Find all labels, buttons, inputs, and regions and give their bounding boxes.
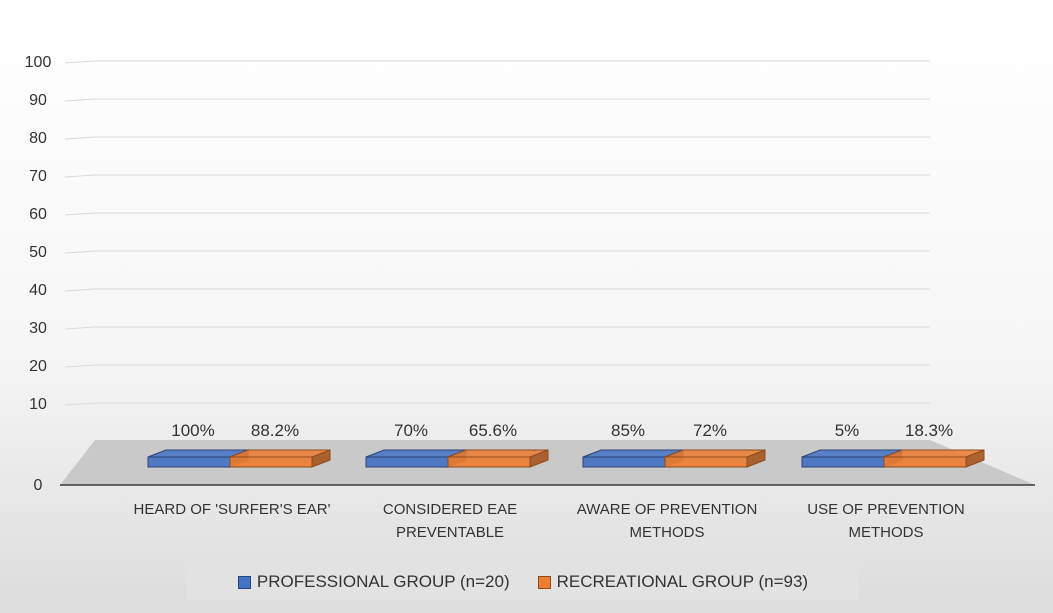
y-axis: 0 10 20 30 40 50 60 70 80 90 100 xyxy=(25,54,52,494)
legend: PROFESSIONAL GROUP (n=20) RECREATIONAL G… xyxy=(187,564,859,600)
data-label: 70% xyxy=(394,421,428,440)
bar-recreational-3 xyxy=(883,449,985,468)
gridline-side xyxy=(64,364,96,368)
bar-front xyxy=(365,456,449,468)
data-label: 88.2% xyxy=(251,421,299,440)
y-tick-label: 0 xyxy=(34,477,43,494)
gridline-side xyxy=(64,326,96,330)
y-tick-label: 90 xyxy=(29,92,47,109)
data-label: 5% xyxy=(835,421,860,440)
gridline-side xyxy=(64,288,96,292)
y-tick-label: 30 xyxy=(29,320,47,337)
category-label: HEARD OF 'SURFER'S EAR' xyxy=(134,501,331,518)
bar-recreational-2 xyxy=(664,449,766,468)
category-label: METHODS xyxy=(849,524,924,541)
category-label: AWARE OF PREVENTION xyxy=(577,501,758,518)
x-axis-labels: HEARD OF 'SURFER'S EAR' CONSIDERED EAE PRE… xyxy=(134,501,965,541)
data-label: 85% xyxy=(611,421,645,440)
bar-front xyxy=(801,456,885,468)
legend-label-recreational: RECREATIONAL GROUP (n=93) xyxy=(556,572,809,591)
gridlines xyxy=(64,60,930,406)
legend-item-professional: PROFESSIONAL GROUP (n=20) xyxy=(237,572,510,592)
y-tick-label: 40 xyxy=(29,282,47,299)
y-tick-label: 60 xyxy=(29,206,47,223)
gridline-side xyxy=(64,60,96,64)
legend-label-professional: PROFESSIONAL GROUP (n=20) xyxy=(256,572,510,591)
bars xyxy=(147,449,985,468)
data-label: 65.6% xyxy=(469,421,517,440)
y-tick-label: 20 xyxy=(29,358,47,375)
data-label: 100% xyxy=(171,421,214,440)
bar-front xyxy=(582,456,666,468)
bar-front xyxy=(229,456,313,468)
bar-top xyxy=(664,449,766,458)
category-label: METHODS xyxy=(630,524,705,541)
legend-swatch-professional xyxy=(237,575,251,589)
bar-front xyxy=(147,456,231,468)
gridline-side xyxy=(64,250,96,254)
legend-item-recreational: RECREATIONAL GROUP (n=93) xyxy=(537,572,809,592)
bar-front xyxy=(447,456,531,468)
bar-recreational-0 xyxy=(229,449,331,468)
y-tick-label: 10 xyxy=(29,396,47,413)
y-tick-label: 70 xyxy=(29,168,47,185)
category-label: CONSIDERED EAE xyxy=(383,501,517,518)
bar-top xyxy=(447,449,549,458)
bar-top xyxy=(229,449,331,458)
gridline-side xyxy=(64,136,96,140)
legend-swatch-recreational xyxy=(537,575,551,589)
gridline-side xyxy=(64,98,96,102)
gridline-side xyxy=(64,174,96,178)
gridline-side xyxy=(64,212,96,216)
category-label: PREVENTABLE xyxy=(396,524,504,541)
data-labels: 100% 88.2% 70% 65.6% 85% 72% 5% 18.3% xyxy=(171,421,953,440)
y-tick-label: 100 xyxy=(25,54,52,71)
gridline-side xyxy=(64,402,96,406)
bar-front xyxy=(883,456,967,468)
bar-top xyxy=(883,449,985,458)
bar-front xyxy=(664,456,748,468)
data-label: 18.3% xyxy=(905,421,953,440)
data-label: 72% xyxy=(693,421,727,440)
y-tick-label: 80 xyxy=(29,130,47,147)
category-label: USE OF PREVENTION xyxy=(807,501,965,518)
y-tick-label: 50 xyxy=(29,244,47,261)
bar-recreational-1 xyxy=(447,449,549,468)
